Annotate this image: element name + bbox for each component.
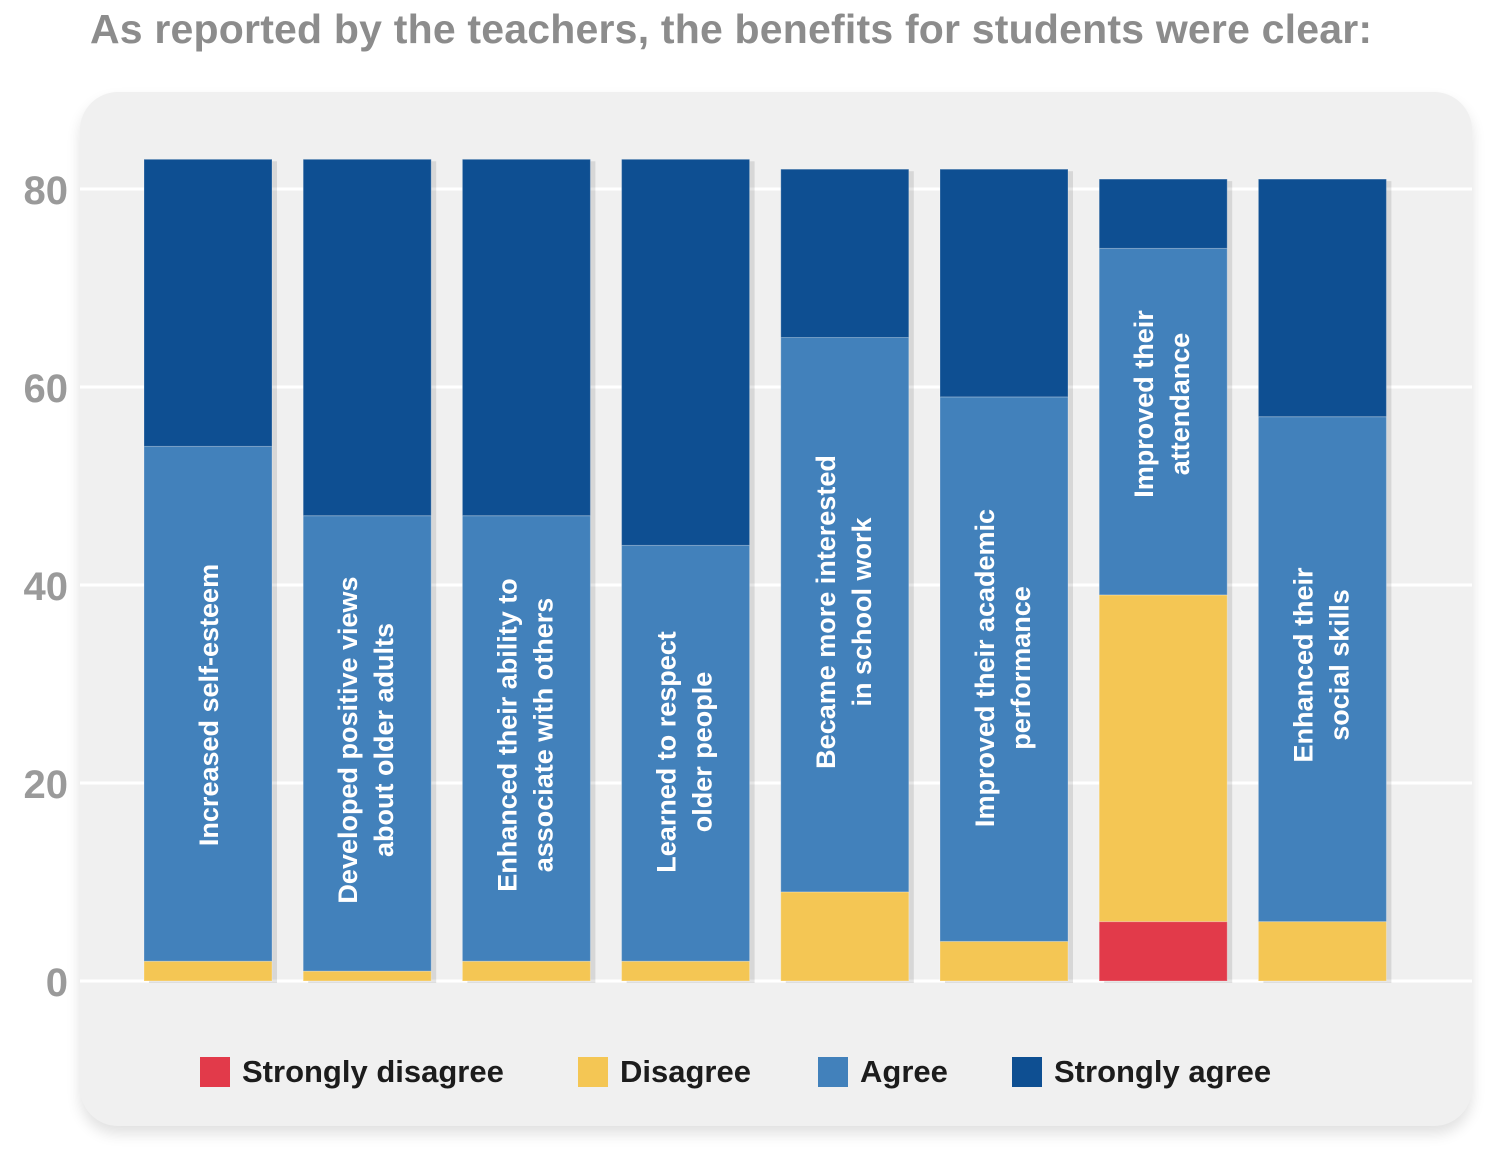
legend-label: Disagree [620,1054,751,1089]
bar-label-5: Became more interested in school work [811,455,877,769]
bar-label-7: Improved their attendance [1129,310,1195,498]
bar-label-line: Developed positive views [333,576,363,903]
bar-label-line: Enhanced their [1288,567,1318,763]
bar-segment-agree-6 [939,396,1069,942]
bar-segment-disagree-6 [939,940,1069,982]
bar-label-line: social skills [1324,589,1354,741]
bar-label-text: Learned to respect older people [652,631,718,873]
bar-label-text: Developed positive views about older adul… [333,576,399,903]
bar-segment-agree-5 [780,337,910,893]
bar-segment-strongly-agree-2 [302,158,432,517]
chart-title: As reported by the teachers, the benefit… [90,6,1373,52]
bar-segment-agree-3 [461,515,591,962]
bar-segment-disagree-4 [621,960,751,982]
y-tick-label-40: 40 [24,565,69,609]
bar-segment-strongly-agree-7 [1098,178,1228,249]
bar-segment-strongly-agree-1 [143,158,273,447]
legend-item-strongly-disagree: Strongly disagree [200,1052,504,1092]
bar-label-line: older people [688,672,718,833]
legend-swatch-agree [818,1057,848,1087]
bar-label-2: Developed positive views about older adul… [333,576,399,903]
y-tick-label-60: 60 [24,367,69,411]
bar-segment-disagree-7 [1098,594,1228,923]
bar-label-4: Learned to respect older people [652,631,718,873]
bar-segment-agree-1 [143,445,273,962]
bar-label-3: Enhanced their ability to associate with … [492,578,558,892]
bar-segment-strongly-agree-4 [621,158,751,546]
bar-label-text: Increased self-esteem [194,564,224,846]
bar-segment-agree-2 [302,515,432,972]
bar-label-line: in school work [847,517,877,707]
bar-segment-agree-8 [1257,416,1387,923]
bar-label-8: Enhanced their social skills [1288,567,1354,763]
bar-segment-disagree-2 [302,970,432,982]
bar-label-line: about older adults [369,623,399,857]
bar-label-line: attendance [1165,333,1195,476]
bar-segment-disagree-5 [780,891,910,982]
legend-label: Strongly disagree [242,1054,504,1089]
bar-label-line: Increased self-esteem [194,564,224,846]
legend-swatch-strongly-agree [1012,1057,1042,1087]
bar-label-text: Enhanced their ability to associate with … [492,578,558,892]
bar-label-text: Improved their academic performance [970,509,1036,827]
bar-segment-agree-7 [1098,247,1228,596]
legend-item-disagree: Disagree [578,1052,751,1092]
legend-swatch-disagree [578,1057,608,1087]
bar-segment-disagree-3 [461,960,591,982]
bar-label-text: Enhanced their social skills [1288,567,1354,763]
bar-segment-strongly-agree-8 [1257,178,1387,418]
bar-label-line: Learned to respect [652,631,682,873]
bar-label-line: Became more interested [811,455,841,769]
y-tick-label-80: 80 [24,169,69,213]
bar-label-line: Enhanced their ability to [492,578,522,892]
bar-label-text: Improved their attendance [1129,310,1195,498]
bar-label-line: associate with others [528,598,558,873]
legend-swatch-strongly-disagree [200,1057,230,1087]
bar-segment-disagree-1 [143,960,273,982]
bar-segment-strongly-disagree-7 [1098,921,1228,982]
bar-segment-agree-4 [621,544,751,962]
bar-segment-disagree-8 [1257,921,1387,982]
bar-label-line: Improved their academic [970,509,1000,827]
y-tick-label-0: 0 [46,961,68,1005]
legend-item-strongly-agree: Strongly agree [1012,1052,1271,1092]
bar-segment-strongly-agree-3 [461,158,591,517]
y-tick-label-20: 20 [24,763,69,807]
bar-label-line: performance [1006,586,1036,750]
legend-label: Agree [860,1054,948,1089]
legend-item-agree: Agree [818,1052,948,1092]
bar-segment-strongly-agree-5 [780,168,910,338]
bar-label-line: Improved their [1129,310,1159,498]
bar-label-6: Improved their academic performance [970,509,1036,827]
legend-label: Strongly agree [1054,1054,1272,1089]
bar-label-text: Became more interested in school work [811,455,877,769]
bar-segment-strongly-agree-6 [939,168,1069,398]
bar-label-1: Increased self-esteem [194,564,224,846]
